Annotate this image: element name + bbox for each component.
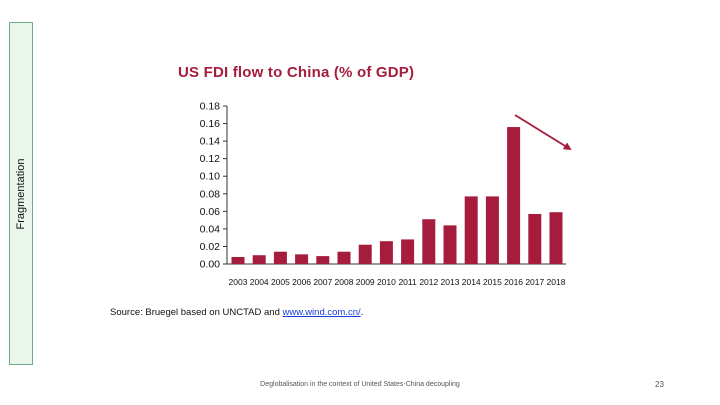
bar-2013	[443, 225, 457, 264]
bar-2014	[464, 196, 478, 264]
y-tick-label: 0.14	[200, 136, 221, 148]
x-tick-label: 2017	[525, 277, 544, 287]
y-tick-label: 0.06	[200, 206, 221, 218]
x-tick-label: 2015	[483, 277, 502, 287]
y-tick-label: 0.02	[200, 241, 221, 253]
bar-2015	[485, 196, 499, 264]
footer-caption: Deglobalisation in the context of United…	[260, 381, 460, 388]
y-tick-label: 0.04	[200, 223, 221, 235]
page-number: 23	[655, 380, 664, 389]
bar-2017	[528, 213, 542, 264]
bar-2006	[295, 254, 309, 264]
source-link[interactable]: www.wind.com.cn/	[282, 307, 361, 318]
x-tick-label: 2013	[441, 277, 460, 287]
bar-2003	[231, 256, 245, 264]
y-tick-label: 0.16	[200, 118, 221, 130]
bar-2011	[401, 239, 415, 264]
x-tick-label: 2014	[462, 277, 481, 287]
bar-2007	[316, 256, 330, 264]
x-tick-label: 2007	[313, 277, 332, 287]
section-sidebar: Fragmentation	[9, 22, 33, 365]
y-tick-label: 0.18	[200, 101, 221, 113]
bar-2004	[252, 255, 266, 264]
chart-bars	[231, 127, 563, 264]
y-tick-label: 0.08	[200, 188, 221, 200]
x-tick-label: 2010	[377, 277, 396, 287]
bar-2018	[549, 212, 563, 264]
x-tick-label: 2012	[419, 277, 438, 287]
x-tick-label: 2006	[292, 277, 311, 287]
x-tick-label: 2016	[504, 277, 523, 287]
x-tick-label: 2003	[229, 277, 248, 287]
bar-2012	[422, 219, 436, 264]
trend-arrow	[514, 114, 572, 151]
x-tick-label: 2004	[250, 277, 269, 287]
source-note: Source: Bruegel based on UNCTAD and www.…	[110, 307, 363, 318]
x-tick-label: 2008	[335, 277, 354, 287]
y-tick-label: 0.10	[200, 171, 221, 183]
x-tick-label: 2011	[398, 277, 417, 287]
y-tick-label: 0.12	[200, 153, 221, 165]
source-suffix: .	[360, 307, 364, 318]
bar-2010	[379, 241, 393, 264]
y-tick-label: 0.00	[200, 259, 221, 271]
bar-2008	[337, 251, 351, 264]
chart-title: US FDI flow to China (% of GDP)	[178, 64, 415, 81]
source-prefix: Source: Bruegel based on UNCTAD and	[110, 307, 283, 318]
x-tick-label: 2009	[356, 277, 375, 287]
bar-2005	[273, 251, 287, 264]
x-tick-label: 2005	[271, 277, 290, 287]
chart-labels: 0.00 0.02 0.04 0.06 0.08 0.10 0.12 0.14 0.16 0.18…	[200, 101, 566, 288]
x-tick-label: 2018	[547, 277, 566, 287]
bar-2009	[358, 244, 372, 264]
bar-2016	[507, 127, 521, 264]
